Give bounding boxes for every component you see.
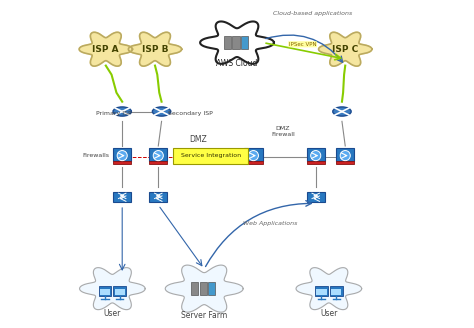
FancyBboxPatch shape	[331, 289, 341, 295]
Text: ISP C: ISP C	[332, 45, 358, 54]
Circle shape	[153, 151, 164, 161]
Polygon shape	[128, 32, 182, 66]
FancyBboxPatch shape	[244, 161, 263, 164]
Text: DMZ: DMZ	[189, 135, 207, 144]
Polygon shape	[296, 268, 362, 310]
Circle shape	[117, 151, 127, 161]
Text: User: User	[104, 309, 121, 318]
FancyBboxPatch shape	[232, 36, 240, 49]
FancyBboxPatch shape	[113, 286, 126, 296]
Text: IPSec VPN: IPSec VPN	[289, 42, 317, 47]
FancyBboxPatch shape	[113, 161, 131, 164]
Text: Web Applications: Web Applications	[243, 220, 297, 226]
Text: Service Integration: Service Integration	[181, 153, 241, 158]
Ellipse shape	[152, 107, 171, 116]
Text: Cloud-based applications: Cloud-based applications	[273, 10, 352, 16]
FancyBboxPatch shape	[149, 148, 167, 161]
FancyBboxPatch shape	[200, 282, 207, 295]
Text: Primary ISP: Primary ISP	[96, 111, 132, 116]
Text: Secondary ISP: Secondary ISP	[168, 111, 213, 116]
FancyBboxPatch shape	[307, 161, 325, 164]
FancyBboxPatch shape	[336, 161, 355, 164]
FancyBboxPatch shape	[113, 192, 131, 202]
Text: DMZ
Firewall: DMZ Firewall	[271, 126, 295, 136]
Text: ISP A: ISP A	[92, 45, 119, 54]
FancyBboxPatch shape	[191, 282, 198, 295]
Circle shape	[340, 151, 350, 161]
FancyBboxPatch shape	[208, 282, 215, 295]
Polygon shape	[79, 32, 132, 66]
FancyBboxPatch shape	[241, 36, 248, 49]
Text: Server Farm: Server Farm	[181, 311, 228, 320]
FancyBboxPatch shape	[100, 289, 110, 295]
Text: User: User	[320, 309, 337, 318]
Polygon shape	[200, 21, 274, 64]
Text: AWS Cloud: AWS Cloud	[216, 59, 258, 68]
FancyBboxPatch shape	[307, 148, 325, 161]
FancyBboxPatch shape	[173, 148, 248, 164]
FancyBboxPatch shape	[149, 192, 167, 202]
FancyBboxPatch shape	[149, 161, 167, 164]
FancyBboxPatch shape	[330, 286, 343, 296]
FancyBboxPatch shape	[307, 192, 325, 202]
Polygon shape	[165, 265, 243, 312]
Text: Firewalls: Firewalls	[83, 153, 110, 158]
FancyBboxPatch shape	[113, 148, 131, 161]
FancyBboxPatch shape	[99, 286, 111, 296]
FancyBboxPatch shape	[115, 289, 125, 295]
Circle shape	[248, 151, 258, 161]
FancyBboxPatch shape	[317, 289, 327, 295]
FancyBboxPatch shape	[224, 36, 231, 49]
Ellipse shape	[333, 107, 351, 116]
FancyBboxPatch shape	[244, 148, 263, 161]
Polygon shape	[319, 32, 372, 66]
Ellipse shape	[113, 107, 131, 116]
Circle shape	[310, 151, 321, 161]
FancyBboxPatch shape	[336, 148, 355, 161]
Polygon shape	[80, 268, 145, 310]
FancyBboxPatch shape	[315, 286, 328, 296]
Text: ISP B: ISP B	[142, 45, 168, 54]
